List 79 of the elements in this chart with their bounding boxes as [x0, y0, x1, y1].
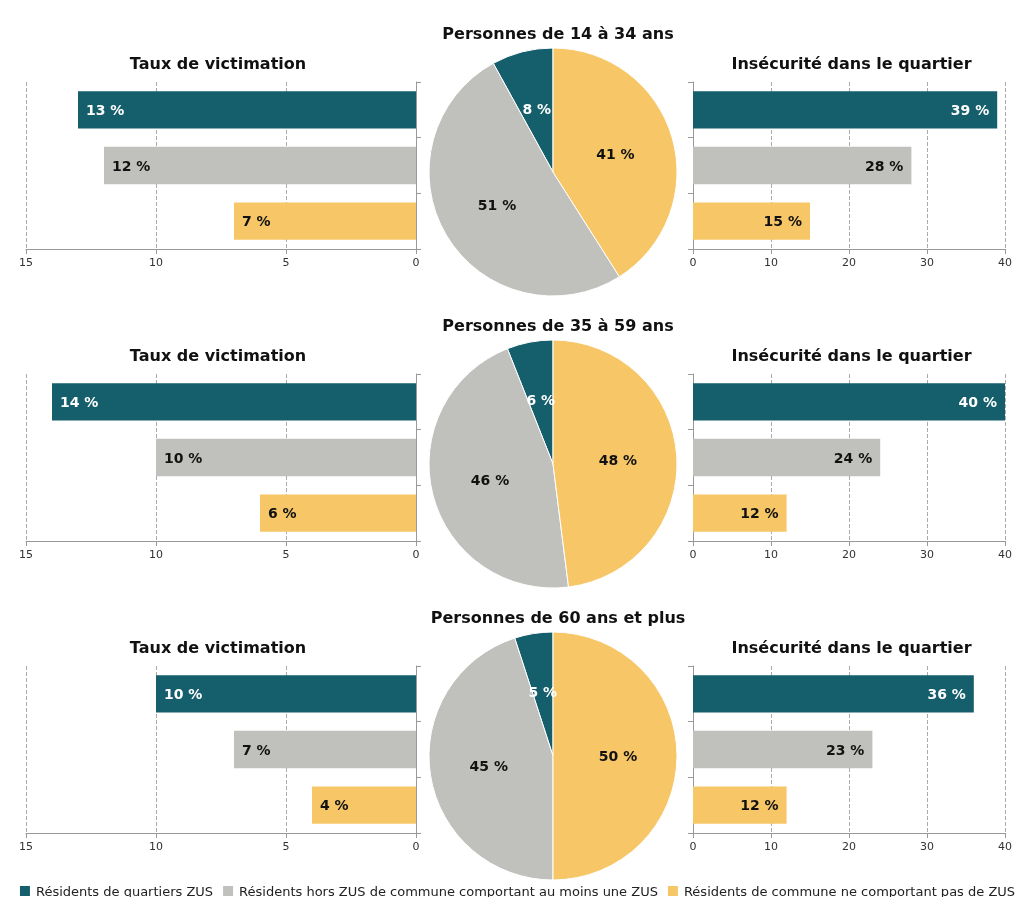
x-tick-label: 10 [764, 840, 778, 853]
bar [693, 383, 1005, 421]
data-label: 4 % [320, 797, 349, 814]
data-label: 46 % [470, 472, 510, 489]
data-label: 13 % [86, 101, 125, 118]
x-tick-label: 20 [842, 840, 856, 853]
data-label: 12 % [740, 797, 779, 814]
data-label: 45 % [469, 758, 508, 775]
bar [693, 786, 787, 824]
x-tick-label: 40 [998, 840, 1012, 853]
x-tick-label: 15 [19, 256, 33, 269]
x-tick-label: 10 [149, 256, 163, 269]
x-tick-label: 30 [920, 256, 934, 269]
chart-title: Personnes de 60 ans et plus [430, 607, 686, 627]
x-tick-label: 0 [412, 256, 420, 269]
x-tick-label: 5 [282, 256, 290, 269]
bar [52, 383, 416, 421]
data-label: 23 % [826, 741, 865, 758]
bar [234, 730, 416, 769]
x-tick-label: 0 [689, 548, 697, 561]
chart-title: Personnes de 14 à 34 ans [442, 23, 674, 43]
bar [693, 438, 881, 477]
data-label: 14 % [60, 393, 99, 410]
data-label: 28 % [865, 157, 904, 174]
x-tick-label: 20 [842, 548, 856, 561]
x-tick-label: 0 [689, 256, 697, 269]
data-label: 48 % [598, 451, 638, 468]
x-tick-label: 10 [149, 840, 163, 853]
bar [156, 438, 416, 477]
data-label: 40 % [958, 393, 997, 410]
bar [78, 91, 416, 129]
bar [260, 494, 416, 532]
bar [156, 675, 416, 713]
data-label: 10 % [164, 449, 203, 466]
x-tick-label: 10 [764, 548, 778, 561]
chart-title: Taux de victimation [129, 53, 307, 73]
x-tick-label: 5 [282, 548, 290, 561]
data-label: 51 % [477, 197, 517, 214]
chart-title: Taux de victimation [129, 345, 307, 365]
x-tick-label: 40 [998, 256, 1012, 269]
data-label: 8 % [522, 101, 552, 118]
chart-title: Insécurité dans le quartier [731, 53, 972, 73]
data-label: 12 % [740, 505, 779, 522]
bar [312, 786, 416, 824]
bar [693, 494, 787, 532]
chart-title: Insécurité dans le quartier [731, 345, 972, 365]
x-tick-label: 20 [842, 256, 856, 269]
x-tick-label: 5 [282, 840, 290, 853]
bar [693, 91, 998, 129]
x-tick-label: 10 [764, 256, 778, 269]
data-label: 50 % [598, 748, 638, 764]
x-tick-label: 30 [920, 840, 934, 853]
bar [693, 202, 810, 240]
data-label: 41 % [596, 145, 635, 162]
bar [104, 146, 416, 185]
x-tick-label: 0 [412, 548, 420, 561]
data-label: 10 % [164, 685, 203, 702]
data-label: 39 % [950, 101, 990, 118]
chart-title: Taux de victimation [129, 637, 307, 657]
data-label: 7 % [242, 741, 271, 758]
x-tick-label: 15 [19, 548, 33, 561]
x-tick-label: 0 [689, 840, 697, 853]
chart-title: Personnes de 35 à 59 ans [442, 315, 674, 335]
data-label: 15 % [763, 213, 802, 230]
data-label: 7 % [242, 213, 271, 230]
bar [693, 146, 912, 185]
x-tick-label: 0 [412, 840, 420, 853]
x-tick-label: 15 [19, 840, 33, 853]
x-tick-label: 30 [920, 548, 934, 561]
x-tick-label: 10 [149, 548, 163, 561]
data-label: 24 % [833, 449, 873, 466]
x-tick-label: 40 [998, 548, 1012, 561]
bar [234, 202, 416, 240]
bar [693, 730, 873, 769]
data-label: 6 % [268, 505, 297, 522]
chart-title: Insécurité dans le quartier [731, 637, 972, 657]
data-label: 12 % [112, 157, 151, 174]
bar [693, 675, 974, 713]
data-label: 36 % [927, 685, 966, 702]
